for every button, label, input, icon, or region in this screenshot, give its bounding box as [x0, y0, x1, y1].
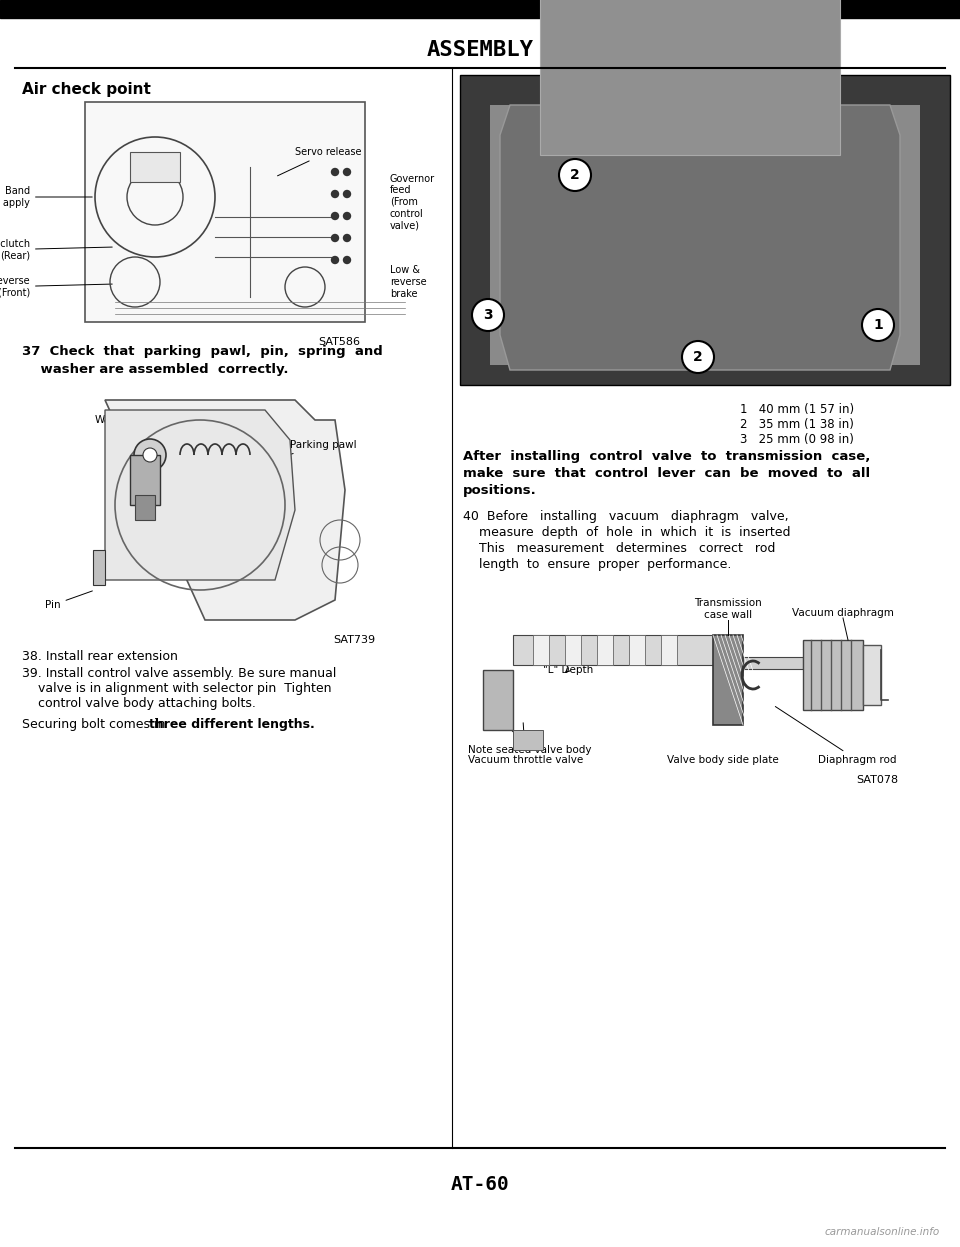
- Text: Servo release: Servo release: [277, 147, 362, 176]
- Text: 1   40 mm (1 57 in): 1 40 mm (1 57 in): [740, 403, 854, 416]
- Bar: [483, 670, 513, 729]
- Bar: [713, 635, 743, 725]
- Bar: [135, 495, 155, 520]
- Text: length  to  ensure  proper  performance.: length to ensure proper performance.: [463, 557, 732, 571]
- Text: Pin: Pin: [45, 591, 92, 610]
- Bar: [743, 657, 803, 668]
- Text: measure  depth  of  hole  in  which  it  is  inserted: measure depth of hole in which it is ins…: [463, 526, 790, 539]
- Circle shape: [331, 257, 339, 263]
- Circle shape: [344, 257, 350, 263]
- Text: 2: 2: [570, 168, 580, 182]
- Polygon shape: [500, 105, 900, 370]
- Bar: [629, 635, 645, 665]
- Bar: [490, 105, 920, 365]
- Bar: [93, 550, 105, 585]
- Bar: [863, 645, 881, 705]
- Polygon shape: [105, 400, 345, 620]
- Text: Parking pawl: Parking pawl: [238, 440, 356, 469]
- Circle shape: [559, 160, 591, 191]
- Text: Vacuum diaphragm: Vacuum diaphragm: [792, 609, 894, 619]
- Text: make  sure  that  control  lever  can  be  moved  to  all: make sure that control lever can be move…: [463, 466, 870, 480]
- Bar: [597, 635, 613, 665]
- Text: 2: 2: [693, 350, 703, 364]
- Text: positions.: positions.: [463, 484, 537, 498]
- Text: three different lengths.: three different lengths.: [149, 718, 315, 731]
- Text: After  installing  control  valve  to  transmission  case,: After installing control valve to transm…: [463, 450, 871, 463]
- Bar: [513, 729, 543, 749]
- Circle shape: [344, 168, 350, 176]
- Text: Washer: Washer: [95, 415, 149, 466]
- Bar: [85, 102, 365, 322]
- Text: control valve body attaching bolts.: control valve body attaching bolts.: [22, 697, 256, 710]
- Text: Air check point: Air check point: [22, 82, 151, 97]
- Circle shape: [331, 191, 339, 197]
- Circle shape: [344, 212, 350, 219]
- Bar: [130, 152, 180, 182]
- Circle shape: [472, 299, 504, 330]
- Text: 2   35 mm (1 38 in): 2 35 mm (1 38 in): [740, 418, 853, 431]
- Circle shape: [344, 234, 350, 242]
- Circle shape: [331, 168, 339, 176]
- Text: Spring: Spring: [217, 415, 269, 464]
- Text: Securing bolt comes in: Securing bolt comes in: [22, 718, 169, 731]
- Polygon shape: [105, 410, 295, 580]
- Circle shape: [143, 448, 157, 461]
- Text: 1: 1: [874, 318, 883, 332]
- Text: Transmission
case wall: Transmission case wall: [694, 599, 762, 620]
- Text: Governor
feed
(From
control
valve): Governor feed (From control valve): [390, 173, 435, 231]
- Bar: [661, 635, 677, 665]
- Text: 37  Check  that  parking  pawl,  pin,  spring  and: 37 Check that parking pawl, pin, spring …: [22, 345, 383, 358]
- Text: This   measurement   determines   correct   rod: This measurement determines correct rod: [463, 542, 776, 555]
- Text: ASSEMBLY: ASSEMBLY: [426, 40, 534, 60]
- Text: SAT078: SAT078: [856, 774, 898, 786]
- Bar: [130, 455, 160, 505]
- Text: valve is in alignment with selector pin  Tighten: valve is in alignment with selector pin …: [22, 682, 331, 695]
- Text: Valve body side plate: Valve body side plate: [667, 754, 779, 764]
- Text: 3: 3: [483, 308, 492, 322]
- Text: 39. Install control valve assembly. Be sure manual: 39. Install control valve assembly. Be s…: [22, 667, 336, 680]
- Text: Low &
reverse
brake: Low & reverse brake: [390, 266, 426, 298]
- Bar: [540, 0, 840, 155]
- Text: 3   25 mm (0 98 in): 3 25 mm (0 98 in): [740, 433, 853, 446]
- Text: Vacuum throttle valve: Vacuum throttle valve: [468, 723, 584, 764]
- Text: 40  Before   installing   vacuum   diaphragm   valve,: 40 Before installing vacuum diaphragm va…: [463, 510, 788, 522]
- Text: Note seated valve body: Note seated valve body: [468, 717, 591, 754]
- Circle shape: [344, 191, 350, 197]
- Text: 38. Install rear extension: 38. Install rear extension: [22, 650, 178, 663]
- Circle shape: [134, 439, 166, 471]
- Bar: [0, 0, 960, 17]
- Text: "L" Depth: "L" Depth: [543, 665, 593, 675]
- Bar: [513, 635, 713, 665]
- Text: High-reverse
clutch (Front): High-reverse clutch (Front): [0, 276, 112, 298]
- Circle shape: [331, 212, 339, 219]
- Circle shape: [862, 309, 894, 340]
- Text: washer are assembled  correctly.: washer are assembled correctly.: [22, 363, 289, 377]
- Circle shape: [682, 340, 714, 373]
- Bar: [460, 75, 950, 385]
- Text: Forward clutch
(Rear): Forward clutch (Rear): [0, 239, 112, 261]
- Text: SAT739: SAT739: [333, 635, 375, 645]
- Bar: [565, 635, 581, 665]
- Text: Band
servo apply: Band servo apply: [0, 186, 92, 208]
- Text: Diaphragm rod: Diaphragm rod: [776, 707, 897, 764]
- Bar: [533, 635, 549, 665]
- Text: AT-60: AT-60: [450, 1176, 510, 1195]
- Text: carmanualsonline.info: carmanualsonline.info: [825, 1227, 940, 1237]
- Bar: [803, 640, 863, 710]
- Text: SAT586: SAT586: [318, 337, 360, 347]
- Circle shape: [331, 234, 339, 242]
